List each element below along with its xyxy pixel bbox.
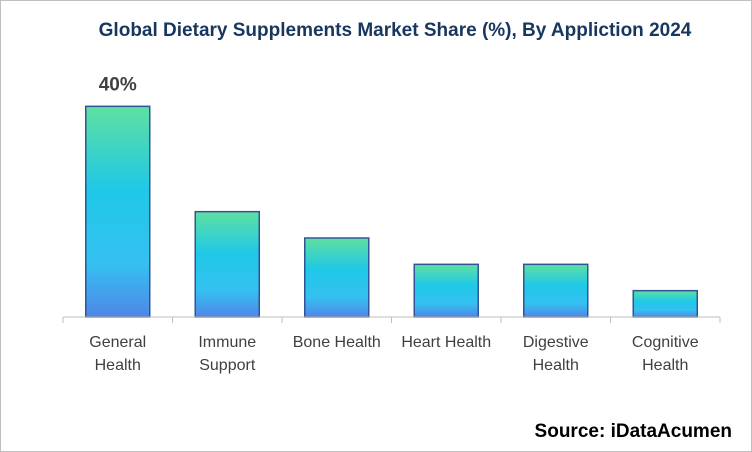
x-axis xyxy=(62,316,721,323)
x-tick-labels: General Health Immune Support Bone Health Hea… xyxy=(89,334,698,374)
bar xyxy=(194,210,260,318)
data-label: 40% xyxy=(99,74,137,95)
bar xyxy=(632,289,698,318)
chart-title: Global Dietary Supplements Market Share … xyxy=(98,20,692,41)
x-tick-label: Bone Health xyxy=(293,334,381,351)
x-tick-label: Immune Support xyxy=(198,334,256,374)
x-tick-label: Cognitive Health xyxy=(632,334,699,374)
x-tick-label: Heart Health xyxy=(401,334,491,351)
x-tick-label: Digestive Health xyxy=(523,334,589,374)
bar xyxy=(523,263,589,318)
bar xyxy=(304,237,370,318)
bar xyxy=(85,105,151,318)
x-tick-label: General Health xyxy=(89,334,146,374)
source-note: Source: iDataAcumen xyxy=(534,421,732,442)
bar xyxy=(413,263,479,318)
data-labels: 40% xyxy=(99,74,137,95)
bars-group xyxy=(85,105,698,318)
